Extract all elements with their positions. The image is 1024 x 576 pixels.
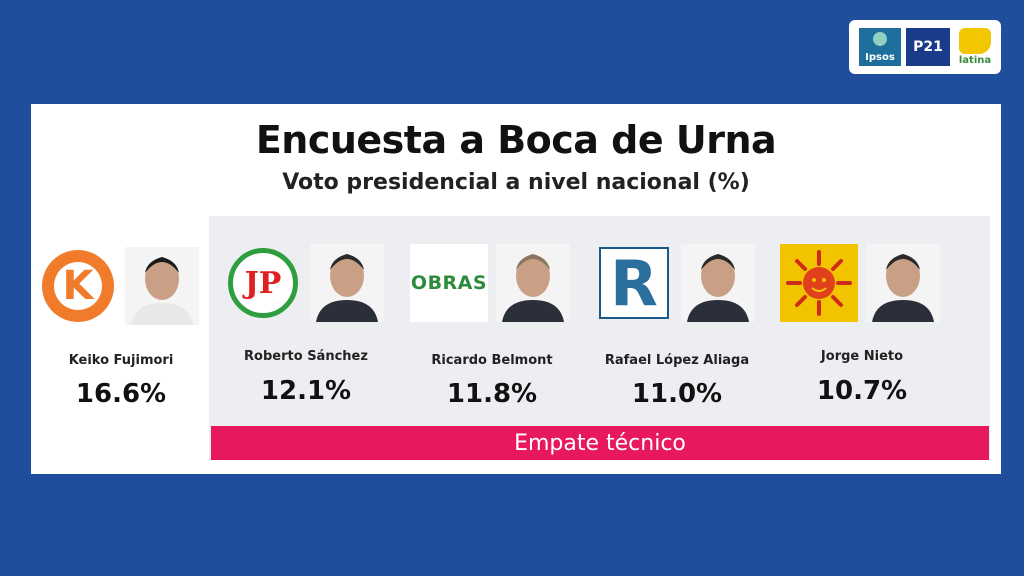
party-logo-mark: OBRAS <box>410 244 488 322</box>
latina-shape-icon <box>959 28 991 54</box>
ipsos-dot-icon <box>873 32 887 46</box>
chart-title: Encuesta a Boca de Urna <box>255 118 777 162</box>
ipsos-logo-text: Ipsos <box>865 52 895 63</box>
candidate-photo-ricardo-belmont <box>496 244 570 322</box>
ipsos-logo: Ipsos <box>859 28 901 66</box>
party-logo-mark: R <box>599 247 669 320</box>
sponsor-logos: Ipsos P21 latina <box>849 20 1001 74</box>
candidate-photo-jorge-nieto <box>866 244 940 322</box>
latina-logo: latina <box>955 26 995 68</box>
candidate-keiko-fujimori: K Keiko Fujimori 16.6% <box>31 104 211 424</box>
candidate-roberto-sanchez: JP Roberto Sánchez 12.1% <box>216 104 396 424</box>
p21-logo-text: P21 <box>913 39 943 55</box>
candidate-name: Rafael López Aliaga <box>604 353 750 368</box>
sun-logo-icon <box>780 244 858 322</box>
candidate-name: Jorge Nieto <box>820 349 904 364</box>
candidate-rafael-lopez-aliaga: R Rafael López Aliaga 11.0% <box>587 104 767 424</box>
candidate-photo-keiko-fujimori <box>125 247 199 325</box>
party-logo-text: K <box>54 262 102 310</box>
latina-logo-text: latina <box>958 55 992 66</box>
tie-annotation-bar: Empate técnico <box>211 426 989 460</box>
party-logo-mark: JP <box>228 248 298 318</box>
p21-logo: P21 <box>906 28 950 66</box>
candidate-ricardo-belmont: OBRAS Ricardo Belmont 11.8% <box>402 104 582 424</box>
candidate-name: Ricardo Belmont <box>431 353 553 368</box>
candidate-value-label: 10.7% <box>816 376 908 406</box>
party-logo-jorge-nieto <box>780 244 858 322</box>
candidate-name: Keiko Fujimori <box>68 353 174 368</box>
candidate-value-label: 12.1% <box>260 376 352 406</box>
party-logo-ricardo-belmont: OBRAS <box>410 244 488 322</box>
poll-panel: Encuesta a Boca de Urna Voto presidencia… <box>31 104 1001 474</box>
candidate-photo-rafael-lopez-aliaga <box>681 244 755 322</box>
candidate-value-label: 11.0% <box>631 379 723 409</box>
candidate-photo-roberto-sanchez <box>310 244 384 322</box>
party-logo-rafael-lopez-aliaga: R <box>595 244 673 322</box>
party-logo-roberto-sanchez: JP <box>224 244 302 322</box>
party-logo-mark: K <box>42 250 114 322</box>
chart-subtitle: Voto presidencial a nivel nacional (%) <box>282 170 750 195</box>
candidate-jorge-nieto: Jorge Nieto 10.7% <box>772 104 952 424</box>
party-logo-keiko-fujimori: K <box>39 247 117 325</box>
candidate-value-label: 16.6% <box>75 379 167 409</box>
candidate-name: Roberto Sánchez <box>244 349 368 364</box>
candidate-value-label: 11.8% <box>446 379 538 409</box>
